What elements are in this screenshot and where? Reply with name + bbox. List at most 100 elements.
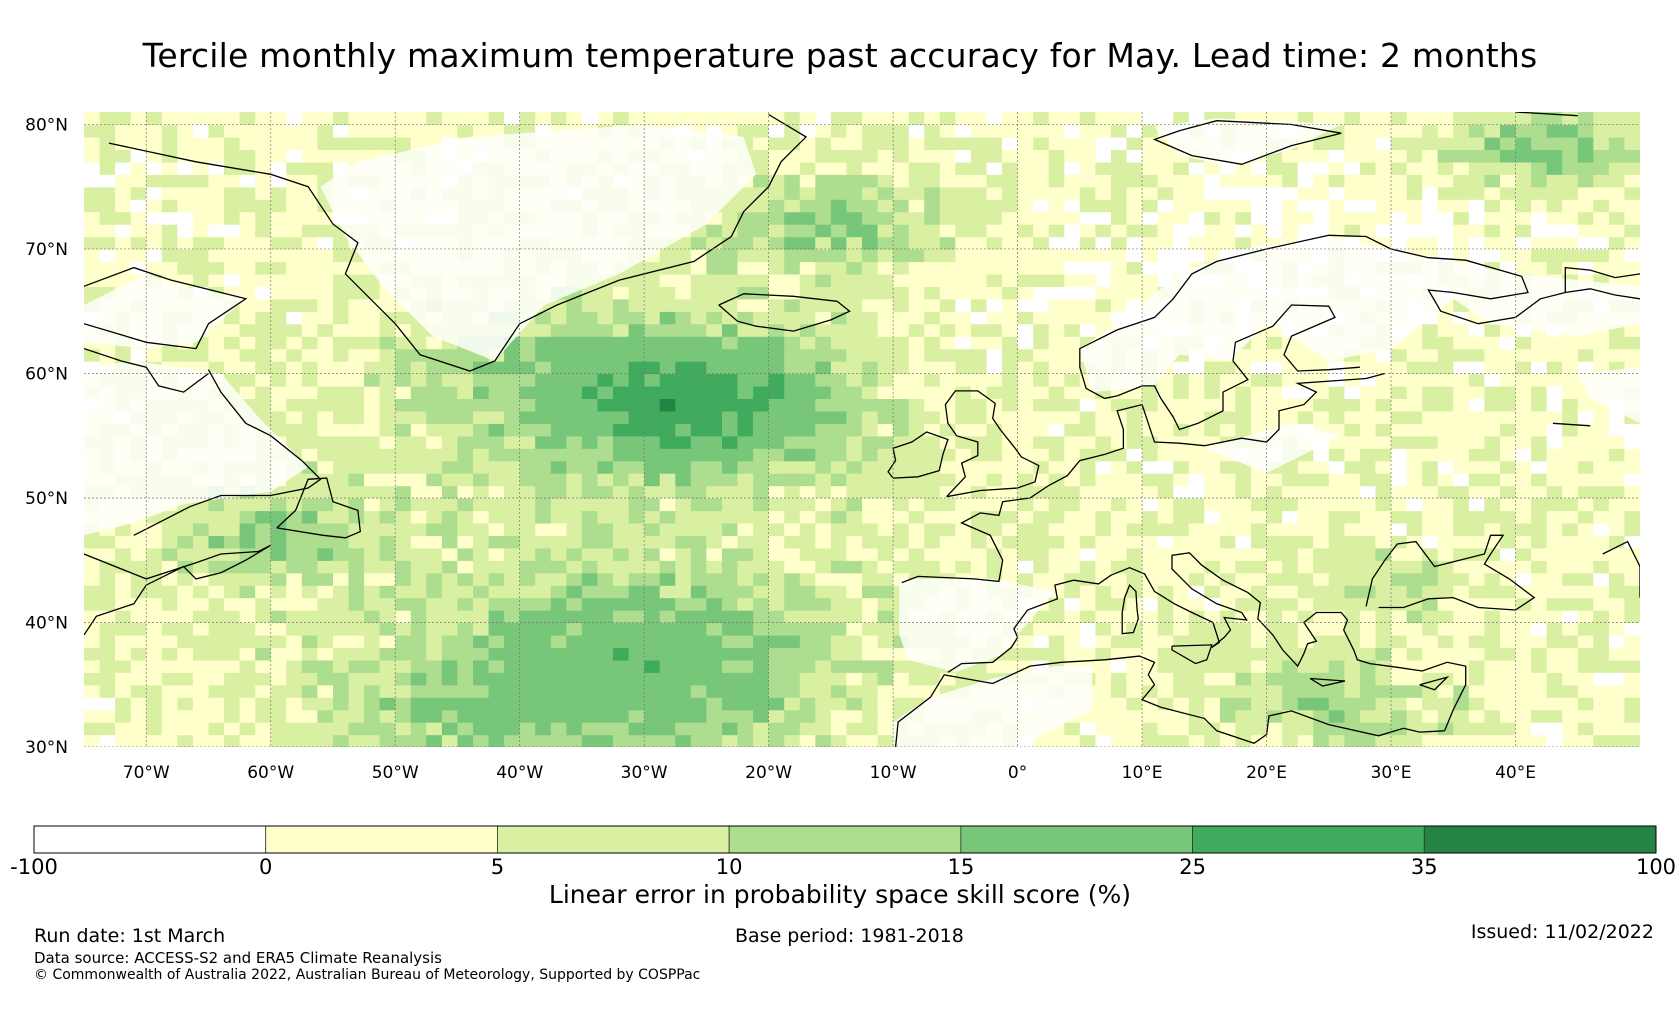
skill-cell: [924, 311, 941, 325]
skill-cell: [317, 385, 334, 399]
skill-cell: [1531, 149, 1548, 163]
skill-cell: [286, 684, 303, 698]
skill-cell: [986, 361, 1003, 375]
skill-cell: [830, 398, 848, 412]
skill-cell: [364, 423, 381, 437]
skill-cell: [395, 336, 412, 350]
skill-cell: [99, 659, 116, 673]
skill-cell: [690, 361, 707, 375]
skill-cell: [161, 659, 178, 673]
skill-cell: [1251, 510, 1268, 524]
skill-cell: [395, 124, 412, 138]
skill-cell: [737, 348, 754, 362]
skill-cell: [768, 161, 785, 175]
skill-cell: [535, 398, 552, 412]
skill-cell: [1204, 697, 1221, 711]
skill-cell: [441, 435, 459, 449]
skill-cell: [613, 522, 630, 536]
skill-cell: [255, 261, 272, 275]
skill-cell: [1297, 348, 1314, 362]
skill-cell: [1328, 659, 1345, 673]
skill-cell: [846, 535, 863, 549]
skill-cell: [753, 385, 770, 399]
skill-cell: [301, 149, 318, 163]
skill-cell: [224, 323, 241, 337]
skill-cell: [1204, 622, 1221, 636]
skill-cell: [690, 697, 707, 711]
skill-cell: [1391, 199, 1408, 213]
skill-cell: [333, 323, 350, 337]
skill-cell: [784, 211, 801, 225]
skill-cell: [1282, 361, 1299, 375]
skill-cell: [379, 684, 396, 698]
skill-cell: [395, 659, 412, 673]
skill-cell: [737, 585, 754, 599]
skill-cell: [364, 572, 381, 586]
skill-cell: [473, 597, 490, 611]
skill-cell: [939, 423, 956, 437]
skill-cell: [659, 448, 676, 462]
skill-cell: [379, 672, 396, 686]
skill-cell: [1437, 535, 1454, 549]
skill-cell: [1173, 634, 1190, 648]
skill-cell: [955, 385, 972, 399]
skill-cell: [613, 273, 630, 287]
skill-cell: [488, 647, 505, 661]
skill-cell: [441, 373, 459, 387]
skill-cell: [846, 560, 863, 574]
skill-cell: [239, 672, 256, 686]
skill-cell: [255, 323, 272, 337]
skill-cell: [830, 435, 848, 449]
skill-cell: [161, 249, 178, 263]
skill-cell: [1531, 423, 1548, 437]
skill-cell: [613, 398, 630, 412]
skill-cell: [690, 585, 707, 599]
skill-cell: [1111, 659, 1128, 673]
skill-cell: [504, 423, 521, 437]
skill-cell: [1297, 684, 1314, 698]
skill-cell: [815, 323, 832, 337]
skill-cell: [1562, 236, 1579, 250]
skill-cell: [659, 485, 676, 499]
skill-cell: [395, 448, 412, 462]
skill-cell: [1142, 647, 1159, 661]
skill-cell: [317, 572, 334, 586]
skill-cell: [1235, 634, 1252, 648]
skill-cell: [768, 448, 785, 462]
skill-cell: [379, 659, 396, 673]
skill-cell: [1468, 361, 1485, 375]
skill-cell: [1375, 560, 1392, 574]
skill-cell: [1219, 535, 1237, 549]
skill-cell: [286, 161, 303, 175]
skill-cell: [784, 273, 801, 287]
skill-cell: [1173, 522, 1190, 536]
skill-cell: [1251, 572, 1268, 586]
skill-cell: [924, 385, 941, 399]
skill-cell: [410, 485, 427, 499]
skill-cell: [1126, 112, 1143, 126]
skill-cell: [1048, 647, 1065, 661]
skill-cell: [286, 522, 303, 536]
skill-cell: [1453, 236, 1470, 250]
skill-cell: [1219, 610, 1237, 624]
skill-cell: [1500, 684, 1517, 698]
skill-cell: [737, 286, 754, 300]
skill-cell: [239, 348, 256, 362]
skill-cell: [410, 398, 427, 412]
skill-cell: [706, 734, 723, 747]
skill-cell: [224, 697, 241, 711]
skill-cell: [1391, 136, 1408, 150]
skill-cell: [379, 647, 396, 661]
skill-cell: [333, 473, 350, 487]
skill-cell: [1282, 622, 1299, 636]
skill-cell: [768, 485, 785, 499]
skill-cell: [1048, 522, 1065, 536]
skill-cell: [924, 112, 941, 126]
skill-cell: [1515, 161, 1532, 175]
skill-cell: [597, 634, 614, 648]
skill-cell: [1359, 473, 1377, 487]
skill-cell: [1002, 348, 1019, 362]
skill-cell: [1033, 348, 1050, 362]
skill-cell: [799, 336, 816, 350]
skill-cell: [986, 298, 1003, 312]
